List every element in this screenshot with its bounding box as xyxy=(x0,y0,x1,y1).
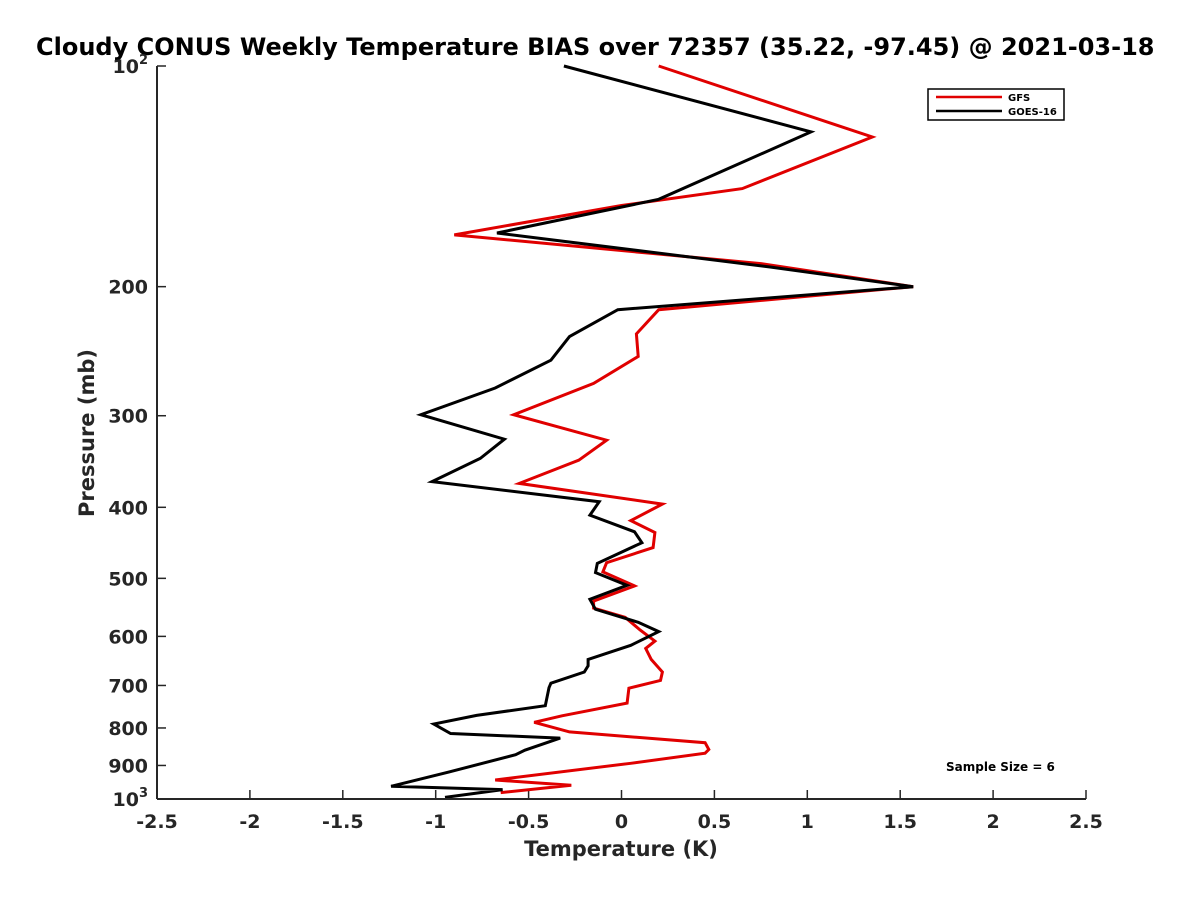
x-tick-label: -1.5 xyxy=(322,811,364,833)
series-line-goes16 xyxy=(390,64,914,799)
x-tick-label: 1 xyxy=(801,811,814,833)
y-tick-label: 103 xyxy=(113,786,149,811)
series-line-gfs xyxy=(454,64,914,795)
x-tick-label: 0.5 xyxy=(698,811,732,833)
y-tick-label: 800 xyxy=(108,718,148,740)
y-axis-label: Pressure (mb) xyxy=(75,349,99,517)
y-tick-label: 900 xyxy=(108,755,148,777)
x-tick-label: 1.5 xyxy=(883,811,917,833)
series-layer xyxy=(390,64,914,799)
legend-box xyxy=(927,88,1065,121)
x-tick-label: -0.5 xyxy=(508,811,550,833)
y-tick-label: 600 xyxy=(108,626,148,648)
legend-label-goes16: GOES-16 xyxy=(1008,107,1057,118)
x-axis-ticks: -2.5 -2 -1.5 -1 -0.5 0 0.5 1 1.5 2 2.5 xyxy=(136,790,1103,833)
legend-label-gfs: GFS xyxy=(1008,93,1030,104)
y-axis-ticks: 102 200 300 400 500 600 700 800 900 103 xyxy=(108,53,166,811)
chart-title: Cloudy CONUS Weekly Temperature BIAS ove… xyxy=(36,33,1154,61)
y-tick-label: 300 xyxy=(108,406,148,428)
y-tick-label: 700 xyxy=(108,675,148,697)
y-tick-label: 400 xyxy=(108,497,148,519)
x-tick-label: 0 xyxy=(615,811,628,833)
x-tick-label: 2 xyxy=(986,811,999,833)
legend: GFS GOES-16 xyxy=(927,88,1065,121)
y-tick-label: 102 xyxy=(113,53,149,78)
y-tick-label: 200 xyxy=(108,277,148,299)
x-tick-label: -2 xyxy=(239,811,260,833)
sample-size-annotation: Sample Size = 6 xyxy=(946,760,1055,774)
x-tick-label: -2.5 xyxy=(136,811,178,833)
x-tick-label: -1 xyxy=(425,811,446,833)
x-tick-label: 2.5 xyxy=(1069,811,1103,833)
x-axis-label: Temperature (K) xyxy=(524,837,718,861)
y-tick-label: 500 xyxy=(108,568,148,590)
